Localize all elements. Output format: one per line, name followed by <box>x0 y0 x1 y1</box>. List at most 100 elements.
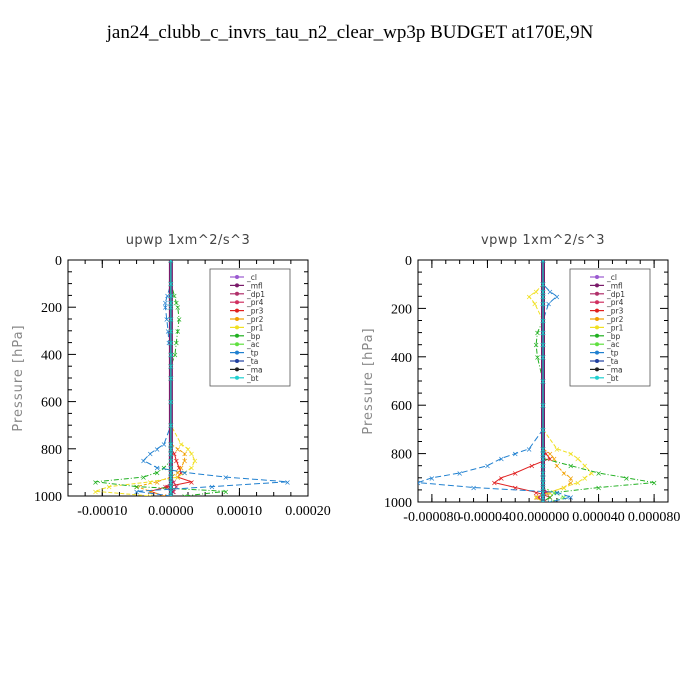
data-point-bt: × <box>168 350 175 359</box>
data-point-bt: × <box>540 469 547 478</box>
y-tick-label: 1000 <box>384 496 412 511</box>
data-point-pr2: × <box>567 474 574 483</box>
legend-label: _pr4 <box>246 298 264 307</box>
data-point-bp: × <box>222 487 229 496</box>
data-point-bp: × <box>595 469 602 478</box>
legend-label: _bt <box>246 374 259 383</box>
data-point-bp: × <box>154 468 161 477</box>
x-tick-label: -0.000080 <box>403 510 460 525</box>
data-point-bt: × <box>540 425 547 434</box>
data-point-bt: × <box>540 292 547 301</box>
data-point-pr1: × <box>554 445 561 454</box>
data-point-pr3: × <box>542 450 549 459</box>
x-tick-label: -0.000040 <box>459 510 516 525</box>
data-point-tp: × <box>470 483 477 492</box>
data-point-tp: × <box>284 478 291 487</box>
legend-label: _pr4 <box>606 298 624 307</box>
legend-marker <box>595 275 599 279</box>
legend-label: _cl <box>246 273 257 282</box>
data-point-bt: × <box>540 462 547 471</box>
data-point-tp: × <box>154 445 161 454</box>
data-point-bp: × <box>547 493 554 502</box>
data-point-tp: × <box>547 287 554 296</box>
legend-label: _pr1 <box>246 323 264 332</box>
data-point-pr1: × <box>574 479 581 488</box>
data-point-pr1: × <box>567 450 574 459</box>
y-tick-label: 600 <box>391 399 412 414</box>
data-point-bt: × <box>168 487 175 496</box>
data-point-bt: × <box>168 492 175 501</box>
data-point-bp: × <box>174 303 181 312</box>
data-point-bp: × <box>534 353 541 362</box>
chart-title: upwp 1xm^2/s^3 <box>126 233 251 248</box>
y-tick-label: 200 <box>41 301 62 316</box>
data-point-pr1: × <box>188 464 195 473</box>
data-point-bt: × <box>168 315 175 324</box>
data-point-pr1: × <box>147 492 154 501</box>
data-point-tp: × <box>181 468 188 477</box>
data-point-bt: × <box>540 445 547 454</box>
data-point-pr3: × <box>529 462 536 471</box>
data-point-tp: × <box>147 450 154 459</box>
legend-marker <box>235 275 239 279</box>
data-point-pr2: × <box>133 483 140 492</box>
data-point-pr1: × <box>581 474 588 483</box>
data-point-bt: × <box>540 401 547 410</box>
data-point-pr1: × <box>526 292 533 301</box>
chart-title: vpwp 1xm^2/s^3 <box>481 233 605 248</box>
x-tick-label: -0.00010 <box>77 504 127 519</box>
data-point-bt: × <box>168 473 175 482</box>
data-point-bt: × <box>168 298 175 307</box>
data-point-ac: × <box>560 493 567 502</box>
data-point-bt: × <box>168 450 175 459</box>
data-point-pr3: × <box>491 479 498 488</box>
chart-vpwp: vpwp 1xm^2/s^3 Pressure [hPa] 0 200 400 600 80… <box>361 233 680 525</box>
data-point-pr3: × <box>188 478 195 487</box>
legend-marker <box>595 283 599 288</box>
data-point-pr3: × <box>174 473 181 482</box>
data-point-bp: × <box>161 464 168 473</box>
y-tick-label: 400 <box>391 351 412 366</box>
legend-label: _mfl <box>246 281 263 290</box>
y-tick-label: 0 <box>405 254 412 269</box>
x-tick-label: 0.000080 <box>628 510 681 525</box>
legend-label: _ma <box>606 365 623 374</box>
legend-marker <box>595 350 599 355</box>
data-point-pr3: × <box>533 488 540 497</box>
data-point-bt: × <box>540 488 547 497</box>
data-point-pr3: × <box>498 474 505 483</box>
y-tick-label: 1000 <box>34 490 62 505</box>
legend-label: _tp <box>246 349 259 358</box>
data-point-tp: × <box>163 315 170 324</box>
data-point-bt: × <box>540 454 547 463</box>
legend-label: _cl <box>606 273 617 282</box>
data-point-pr1: × <box>531 300 538 309</box>
data-point-tp: × <box>140 457 147 466</box>
data-point-tp: × <box>484 462 491 471</box>
data-point-bp: × <box>534 329 541 338</box>
data-point-bt: × <box>168 398 175 407</box>
data-point-pr1: × <box>574 454 581 463</box>
data-point-pr2: × <box>560 469 567 478</box>
data-point-tp: × <box>161 440 168 449</box>
data-point-pr4: × <box>170 487 177 496</box>
y-axis-label: Pressure [hPa] <box>361 327 376 434</box>
legend-marker <box>235 367 239 372</box>
legend-label: _ta <box>246 357 258 366</box>
data-point-pr1: × <box>181 468 188 477</box>
x-tick-label: 0.00020 <box>285 504 331 519</box>
data-point-pr3: × <box>164 483 171 492</box>
legend-label: _ma <box>246 365 263 374</box>
legend-marker <box>235 342 239 347</box>
legend-label: _pr3 <box>606 307 624 316</box>
legend-marker <box>235 300 239 305</box>
data-point-pr3: × <box>171 450 178 459</box>
legend-marker <box>235 283 239 288</box>
data-point-bt: × <box>540 280 547 289</box>
data-point-bt: × <box>540 300 547 309</box>
chart-upwp: upwp 1xm^2/s^3 Pressure [hPa] 0 200 400 600 80… <box>11 233 331 519</box>
legend-label: _pr2 <box>246 315 264 324</box>
legend-label: _dp1 <box>246 290 265 299</box>
data-point-pr1: × <box>533 287 540 296</box>
data-point-tp: × <box>429 474 436 483</box>
